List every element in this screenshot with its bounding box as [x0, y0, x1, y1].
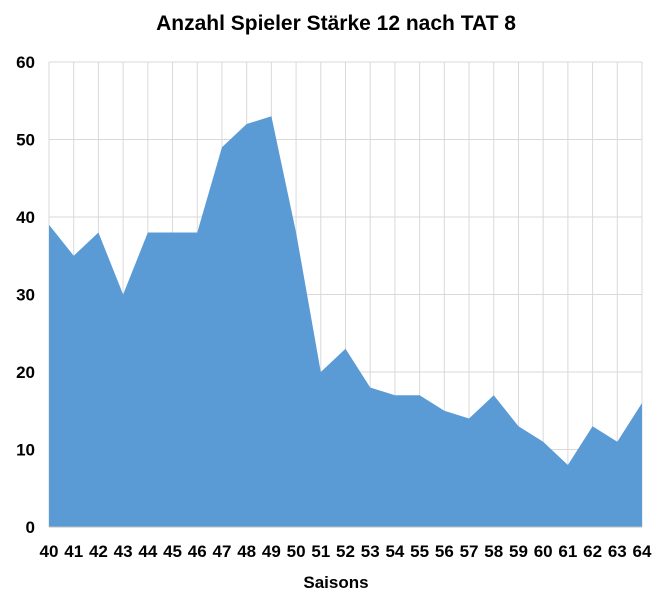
area-series — [49, 116, 642, 527]
x-tick-label: 62 — [583, 542, 602, 561]
y-tick-label: 10 — [16, 441, 35, 460]
y-tick-label: 20 — [16, 363, 35, 382]
x-tick-label: 42 — [89, 542, 108, 561]
x-tick-label: 50 — [287, 542, 306, 561]
x-tick-label: 58 — [484, 542, 503, 561]
x-tick-label: 43 — [114, 542, 133, 561]
x-tick-label: 45 — [163, 542, 182, 561]
x-tick-label: 52 — [336, 542, 355, 561]
x-tick-label: 60 — [534, 542, 553, 561]
x-tick-label: 51 — [311, 542, 330, 561]
x-tick-label: 46 — [188, 542, 207, 561]
x-tick-label: 59 — [509, 542, 528, 561]
x-tick-label: 48 — [237, 542, 256, 561]
x-axis-label: Saisons — [303, 573, 369, 592]
x-tick-label: 64 — [633, 542, 652, 561]
x-tick-label: 53 — [361, 542, 380, 561]
x-tick-label: 47 — [212, 542, 231, 561]
x-tick-label: 55 — [410, 542, 429, 561]
y-tick-label: 50 — [16, 131, 35, 150]
y-tick-label: 60 — [16, 53, 35, 72]
x-tick-label: 54 — [385, 542, 404, 561]
x-tick-label: 40 — [40, 542, 59, 561]
x-tick-label: 41 — [64, 542, 83, 561]
x-tick-label: 49 — [262, 542, 281, 561]
y-tick-label: 40 — [16, 208, 35, 227]
x-tick-label: 61 — [558, 542, 577, 561]
y-tick-label: 30 — [16, 286, 35, 305]
x-tick-label: 56 — [435, 542, 454, 561]
x-tick-label: 57 — [460, 542, 479, 561]
chart-title: Anzahl Spieler Stärke 12 nach TAT 8 — [156, 12, 516, 35]
x-tick-label: 63 — [608, 542, 627, 561]
y-tick-label: 0 — [26, 518, 35, 537]
x-tick-label: 44 — [138, 542, 157, 561]
